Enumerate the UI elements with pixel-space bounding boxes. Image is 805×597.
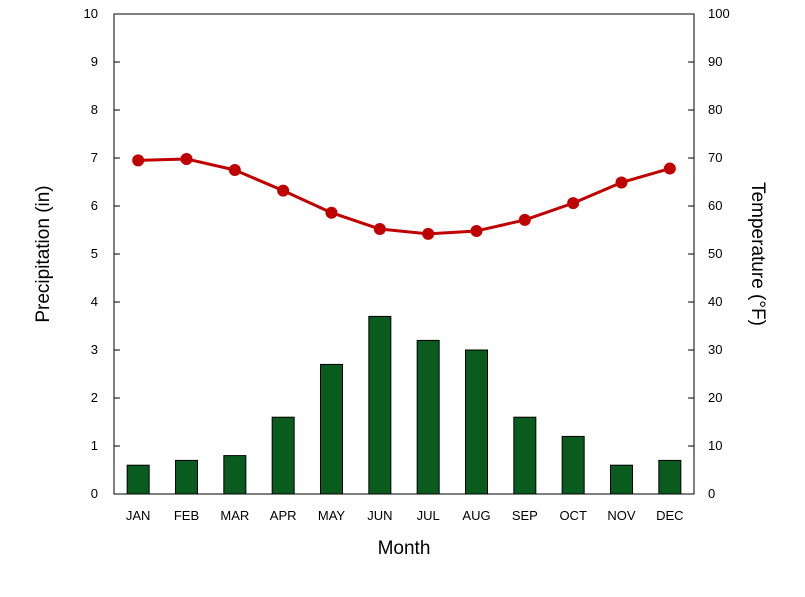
left-tick-label: 4: [91, 294, 98, 309]
right-axis: 0 10 20 30 40 50 60 70 80 90 100: [688, 6, 730, 501]
right-tick-label: 70: [708, 150, 722, 165]
left-tick-label: 1: [91, 438, 98, 453]
right-tick-label: 80: [708, 102, 722, 117]
right-tick-label: 10: [708, 438, 722, 453]
temperature-point: [132, 154, 145, 167]
right-tick-label: 40: [708, 294, 722, 309]
right-tick-label: 20: [708, 390, 722, 405]
left-axis-title: Precipitation (in): [33, 185, 54, 322]
x-tick-label: FEB: [174, 508, 199, 523]
left-tick-label: 6: [91, 198, 98, 213]
temperature-point: [470, 224, 483, 237]
x-tick-label: JAN: [126, 508, 151, 523]
temperature-point: [663, 162, 676, 175]
right-tick-label: 60: [708, 198, 722, 213]
plot-area: [113, 13, 695, 495]
precipitation-bar: [465, 349, 488, 495]
x-tick-label: JUL: [417, 508, 440, 523]
temperature-point: [180, 152, 193, 165]
x-tick-label: JUN: [367, 508, 392, 523]
precipitation-bar: [175, 459, 198, 495]
right-tick-label: 90: [708, 54, 722, 69]
temperature-line: [132, 152, 676, 240]
left-tick-label: 3: [91, 342, 98, 357]
x-tick-label: AUG: [462, 508, 490, 523]
right-tick-label: 0: [708, 486, 715, 501]
precipitation-bar: [320, 363, 343, 495]
x-tick-label: SEP: [512, 508, 538, 523]
left-tick-label: 2: [91, 390, 98, 405]
precipitation-bar: [610, 464, 633, 495]
precipitation-bar: [271, 416, 295, 495]
right-tick-label: 50: [708, 246, 722, 261]
temperature-point: [518, 213, 531, 226]
left-tick-label: 8: [91, 102, 98, 117]
precipitation-bar: [513, 416, 537, 495]
precipitation-bar: [223, 455, 247, 495]
x-axis: JAN FEB MAR APR MAY JUN JUL AUG SEP OCT NOV DEC: [126, 488, 684, 523]
left-axis: 0 1 2 3 4 5 6 7 8 9 10: [84, 6, 120, 501]
x-axis-title: Month: [378, 538, 431, 559]
temperature-point: [373, 223, 386, 236]
right-tick-label: 30: [708, 342, 722, 357]
x-tick-label: DEC: [656, 508, 683, 523]
temperature-point: [228, 164, 241, 176]
temperature-point: [277, 184, 290, 197]
precipitation-bar: [416, 339, 440, 495]
left-tick-label: 0: [91, 486, 98, 501]
precipitation-bar: [126, 464, 150, 495]
left-tick-label: 7: [91, 150, 98, 165]
x-tick-label: MAY: [318, 508, 346, 523]
temperature-point: [615, 176, 628, 189]
left-tick-label: 9: [91, 54, 98, 69]
x-tick-label: OCT: [559, 508, 587, 523]
left-tick-label: 5: [91, 246, 98, 261]
precipitation-bar: [561, 435, 585, 495]
temperature-point: [325, 206, 338, 219]
precipitation-bars: [126, 315, 682, 495]
x-tick-label: NOV: [607, 508, 636, 523]
left-tick-label: 10: [84, 6, 98, 21]
right-tick-label: 100: [708, 6, 730, 21]
temperature-point: [567, 197, 580, 210]
temperature-series-line: [138, 157, 671, 236]
temperature-point: [422, 227, 435, 240]
x-tick-label: APR: [270, 508, 297, 523]
right-axis-title: Temperature (°F): [747, 182, 768, 326]
precipitation-bar: [368, 315, 392, 495]
precipitation-bar: [658, 459, 682, 495]
x-tick-label: MAR: [220, 508, 249, 523]
